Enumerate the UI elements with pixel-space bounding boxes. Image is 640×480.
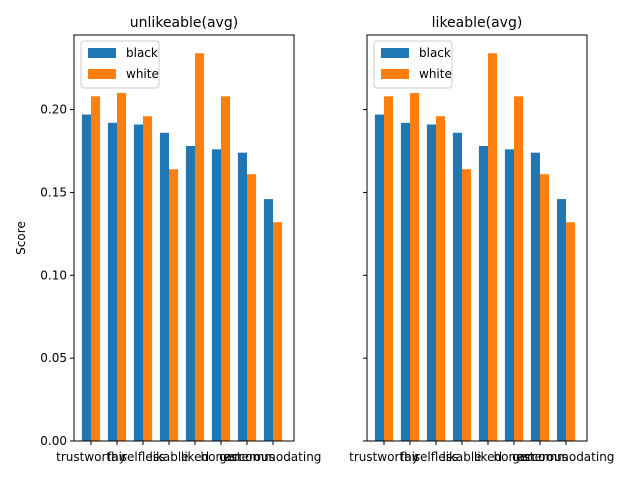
x-tick-label: likable (149, 450, 188, 464)
bar-black-fair (400, 122, 410, 441)
bar-white-accommodating (566, 222, 576, 441)
bar-black-accommodating (556, 199, 566, 441)
bar-black-liked (185, 146, 195, 441)
x-tick-label: likable (442, 450, 481, 464)
y-tick-label: 0.00 (40, 434, 67, 448)
bar-black-honest (504, 149, 514, 442)
bar-white-generous (540, 174, 550, 441)
x-tick-label: selfless (121, 450, 165, 464)
axes-frame (366, 34, 588, 442)
bar-black-trustworthy (374, 114, 384, 442)
bar-black-generous (530, 152, 540, 441)
bar-black-trustworthy (81, 114, 91, 442)
legend-label-black: black (126, 46, 158, 60)
y-tick-label: 0.10 (40, 268, 67, 282)
bar-white-trustworthy (91, 96, 101, 442)
bar-black-selfless (133, 124, 143, 441)
x-tick-label: honest (494, 450, 535, 464)
y-tick-label: 0.20 (40, 103, 67, 117)
x-tick-label: accommodating (225, 450, 322, 464)
x-tick-label: selfless (414, 450, 458, 464)
legend-swatch-black (88, 48, 116, 58)
axes-frame (73, 34, 295, 442)
x-tick-label: honest (201, 450, 242, 464)
x-tick-label: liked (181, 450, 209, 464)
bar-white-selfless (436, 116, 446, 441)
bar-white-trustworthy (384, 96, 394, 442)
bar-black-selfless (426, 124, 436, 441)
bar-white-honest (514, 96, 524, 442)
x-tick-label: generous (512, 450, 568, 464)
legend-label-white: white (419, 67, 452, 81)
chart-title: unlikeable(avg) (130, 15, 238, 31)
x-tick-label: liked (474, 450, 502, 464)
bar-black-honest (211, 149, 221, 442)
bar-white-generous (247, 174, 257, 441)
legend-swatch-black (381, 48, 409, 58)
bar-black-likable (452, 132, 462, 441)
bar-black-liked (478, 146, 488, 441)
legend-swatch-white (88, 69, 116, 79)
x-tick-label: accommodating (518, 450, 615, 464)
bar-white-liked (488, 53, 498, 441)
y-tick-label: 0.05 (40, 351, 67, 365)
x-tick-label: trustworthy (56, 450, 126, 464)
bar-white-fair (410, 93, 420, 441)
bar-white-accommodating (273, 222, 283, 441)
bar-black-likable (159, 132, 169, 441)
y-tick-label: 0.15 (40, 185, 67, 199)
x-tick-label: trustworthy (349, 450, 419, 464)
bar-white-selfless (143, 116, 153, 441)
bar-white-likable (169, 169, 179, 441)
bar-black-accommodating (263, 199, 273, 441)
legend-label-white: white (126, 67, 159, 81)
bar-black-fair (107, 122, 117, 441)
chart-title: likeable(avg) (432, 15, 523, 31)
bar-white-likable (462, 169, 472, 441)
y-axis-label: Score (14, 221, 28, 255)
legend-swatch-white (381, 69, 409, 79)
bar-white-honest (221, 96, 231, 442)
bar-white-fair (117, 93, 127, 441)
x-tick-label: fair (107, 450, 127, 464)
bar-black-generous (237, 152, 247, 441)
x-tick-label: generous (219, 450, 275, 464)
x-tick-label: fair (400, 450, 420, 464)
legend-label-black: black (419, 46, 451, 60)
bar-white-liked (195, 53, 205, 441)
